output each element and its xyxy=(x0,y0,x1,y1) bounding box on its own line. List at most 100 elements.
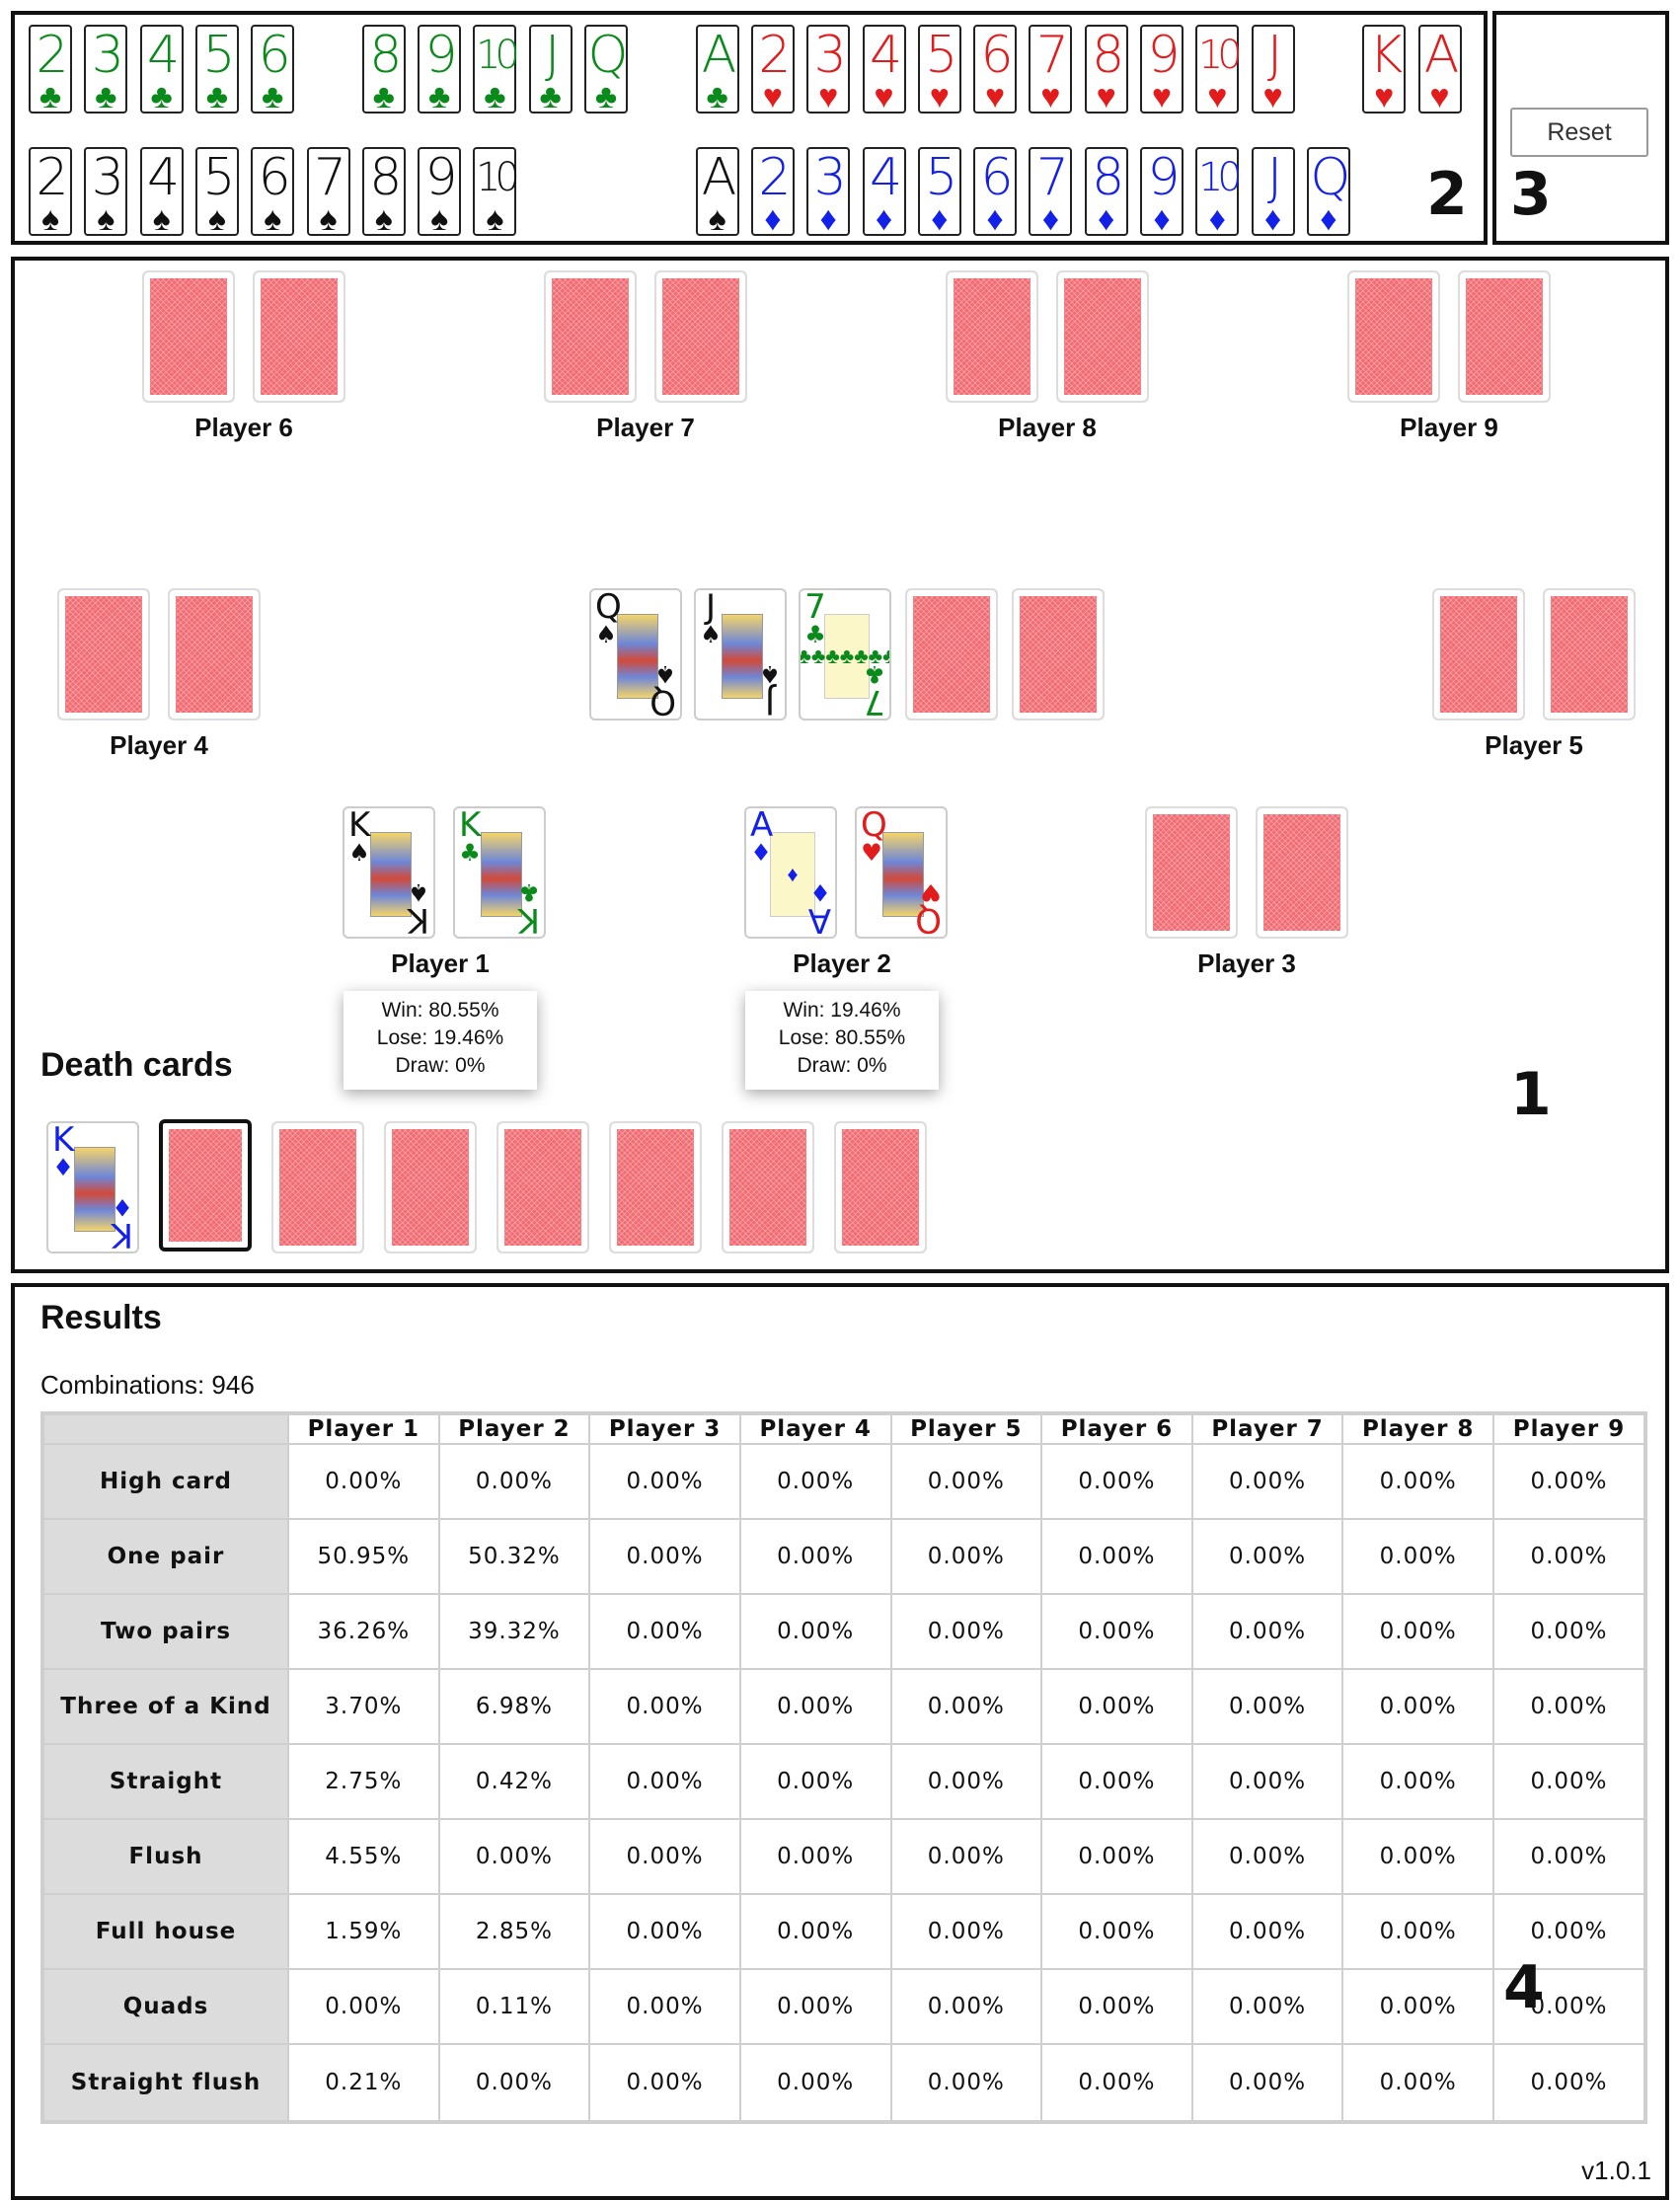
diamond-icon: ♦ xyxy=(52,1154,74,1181)
player-1-card-1[interactable]: K ♠ K ♠ xyxy=(343,806,435,939)
player-6-card-1[interactable] xyxy=(142,270,235,403)
deck-card-9-heart[interactable]: 9 ♥ xyxy=(1140,25,1184,114)
player-6-card-2[interactable] xyxy=(253,270,345,403)
card-corner-top: K ♣ xyxy=(459,806,482,867)
board-card-2[interactable]: J ♠ J ♠ xyxy=(694,588,787,721)
results-cell: 0.00% xyxy=(889,1518,1043,1596)
deck-card-8-diamond[interactable]: 8 ♦ xyxy=(1084,147,1128,236)
death-card-slot-1[interactable]: K ♦ K ♦ xyxy=(46,1121,139,1253)
deck-card-4-diamond[interactable]: 4 ♦ xyxy=(862,147,906,238)
player-8-card-1[interactable] xyxy=(946,270,1038,403)
player-8-card-2[interactable] xyxy=(1056,270,1149,403)
deck-card-10-spade[interactable]: 10 ♠ xyxy=(473,147,520,236)
player-2-card-1[interactable]: ♦ A ♦ A ♦ xyxy=(744,806,837,939)
deck-card-J-diamond[interactable]: J ♦ xyxy=(1251,147,1295,238)
deck-card-5-heart[interactable]: 5 ♥ xyxy=(917,25,961,114)
player-3-card-2[interactable] xyxy=(1256,806,1348,939)
deck-card-3-spade[interactable]: 3 ♠ xyxy=(84,147,128,236)
player-4-card-1[interactable] xyxy=(57,588,150,721)
deck-card-4-heart[interactable]: 4 ♥ xyxy=(862,25,906,114)
player-2-card-2[interactable]: Q ♥ Q ♥ xyxy=(855,806,948,939)
deck-card-10-club[interactable]: 10 ♣ xyxy=(473,25,520,114)
board-card-5[interactable] xyxy=(1012,588,1105,721)
diamond-icon: ♦ xyxy=(1263,200,1282,238)
deck-card-10-diamond[interactable]: 10 ♦ xyxy=(1195,147,1243,236)
deck-card-4-spade[interactable]: 4 ♠ xyxy=(139,147,184,236)
deck-card-6-diamond[interactable]: 6 ♦ xyxy=(973,147,1018,238)
deck-card-6-spade[interactable]: 6 ♠ xyxy=(251,147,295,236)
death-card-slot-5[interactable] xyxy=(496,1121,589,1253)
deck-card-5-diamond[interactable]: 5 ♦ xyxy=(917,147,961,236)
deck-card-9-club[interactable]: 9 ♣ xyxy=(418,25,462,114)
deck-card-Q-diamond[interactable]: Q ♦ xyxy=(1306,147,1350,236)
card-corner-bottom: K ♣ xyxy=(517,878,540,939)
deck-card-J-heart[interactable]: J ♥ xyxy=(1251,25,1295,114)
results-cell: 0.00% xyxy=(738,1818,892,1896)
player-1-card-2[interactable]: K ♣ K ♣ xyxy=(453,806,546,939)
club-icon: ♣ xyxy=(864,660,885,688)
deck-card-5-club[interactable]: 5 ♣ xyxy=(194,25,239,114)
heart-icon: ♥ xyxy=(762,78,783,115)
deck-card-10-heart[interactable]: 10 ♥ xyxy=(1195,25,1243,114)
deck-card-9-spade[interactable]: 9 ♠ xyxy=(418,147,462,236)
deck-card-Q-club[interactable]: Q ♣ xyxy=(584,25,628,114)
results-row-label: One pair xyxy=(41,1518,289,1596)
diamond-icon: ♦ xyxy=(875,200,893,238)
deck-card-3-diamond[interactable]: 3 ♦ xyxy=(806,147,851,236)
player-9-card-1[interactable] xyxy=(1347,270,1440,403)
deck-card-8-club[interactable]: 8 ♣ xyxy=(361,25,406,114)
results-cell: 0.00% xyxy=(738,1743,892,1821)
death-card-slot-2[interactable] xyxy=(159,1119,252,1252)
player-1-odds: Win: 80.55% Lose: 19.46% Draw: 0% xyxy=(344,991,537,1090)
deck-card-2-heart[interactable]: 2 ♥ xyxy=(750,25,795,115)
player-5-card-1[interactable] xyxy=(1432,588,1525,721)
deck-card-7-diamond[interactable]: 7 ♦ xyxy=(1029,147,1073,236)
board-card-4[interactable] xyxy=(905,588,998,721)
diamond-icon: ♦ xyxy=(986,200,1004,238)
deck-card-6-club[interactable]: 6 ♣ xyxy=(251,25,295,114)
deck-card-K-heart[interactable]: K ♥ xyxy=(1362,25,1407,114)
deck-card-3-heart[interactable]: 3 ♥ xyxy=(806,25,851,114)
board-card-1[interactable]: Q ♠ Q ♠ xyxy=(589,588,682,721)
results-cell: 0.00% xyxy=(1492,1818,1646,1896)
deck-card-3-club[interactable]: 3 ♣ xyxy=(84,25,128,114)
death-card-slot-8[interactable] xyxy=(834,1121,927,1253)
player-4-card-2[interactable] xyxy=(168,588,261,721)
results-cell: 0.00% xyxy=(738,1518,892,1596)
deck-card-J-club[interactable]: J ♣ xyxy=(528,25,573,114)
death-card-slot-3[interactable] xyxy=(271,1121,364,1253)
results-cell: 0.00% xyxy=(437,1442,591,1521)
deck-card-4-club[interactable]: 4 ♣ xyxy=(139,25,184,114)
deck-card-8-spade[interactable]: 8 ♠ xyxy=(361,147,406,236)
death-card-slot-7[interactable] xyxy=(722,1121,814,1253)
deck-card-7-spade[interactable]: 7 ♠ xyxy=(306,147,350,236)
deck-card-9-diamond[interactable]: 9 ♦ xyxy=(1140,147,1184,236)
results-cell: 0.00% xyxy=(738,1593,892,1671)
reset-button[interactable]: Reset xyxy=(1510,108,1648,157)
death-card-slot-6[interactable] xyxy=(609,1121,702,1253)
player-3-card-1[interactable] xyxy=(1145,806,1238,939)
spade-icon: ♠ xyxy=(595,621,617,648)
results-row-label: Straight flush xyxy=(41,2043,289,2123)
deck-card-rank: 9 xyxy=(1147,148,1180,207)
deck-card-A-spade[interactable]: A ♠ xyxy=(695,147,739,236)
deck-card-6-heart[interactable]: 6 ♥ xyxy=(973,25,1018,114)
death-card-slot-4[interactable] xyxy=(384,1121,477,1253)
deck-card-2-club[interactable]: 2 ♣ xyxy=(29,25,72,114)
deck-card-rank: 6 xyxy=(258,26,291,85)
deck-card-2-spade[interactable]: 2 ♠ xyxy=(29,147,72,236)
player-7-card-2[interactable] xyxy=(654,270,747,403)
deck-card-7-heart[interactable]: 7 ♥ xyxy=(1029,25,1073,114)
board-card-3[interactable]: ♣♣♣♣♣♣♣ 7 ♣ 7 ♣ xyxy=(799,588,891,721)
player-1-label: Player 1 xyxy=(391,948,490,978)
deck-card-A-heart[interactable]: A ♥ xyxy=(1417,25,1462,114)
results-cell: 0.00% xyxy=(1492,2043,1646,2123)
deck-card-2-diamond[interactable]: 2 ♦ xyxy=(750,147,795,236)
player-5-card-2[interactable] xyxy=(1543,588,1636,721)
player-7-card-1[interactable] xyxy=(544,270,637,403)
deck-card-A-club[interactable]: A ♣ xyxy=(695,25,739,114)
player-9-card-2[interactable] xyxy=(1458,270,1551,403)
results-cell: 0.00% xyxy=(1040,1968,1193,2046)
deck-card-8-heart[interactable]: 8 ♥ xyxy=(1084,25,1128,114)
deck-card-5-spade[interactable]: 5 ♠ xyxy=(194,147,239,236)
